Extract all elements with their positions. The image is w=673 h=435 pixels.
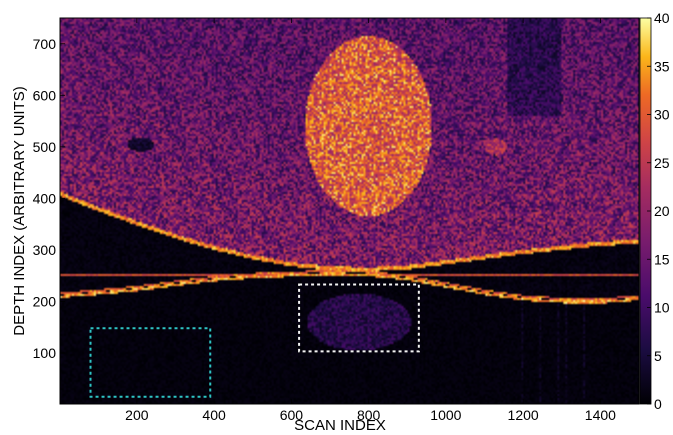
y-tick-label: 200 (33, 293, 57, 309)
x-axis-ticks: 200 400 600 800 1000 1200 1400 (125, 18, 616, 423)
y-tick-label: 100 (33, 345, 57, 361)
annotation-layer (89, 283, 420, 398)
annotation-box-2 (298, 283, 420, 353)
y-tick-label: 500 (33, 139, 57, 155)
colorbar-tick-label: 35 (654, 58, 670, 74)
colorbar-tick-label: 10 (654, 300, 670, 316)
annotation-box-1 (89, 327, 212, 398)
colorbar-tick-label: 0 (654, 396, 662, 412)
x-tick-label: 200 (125, 407, 149, 423)
x-axis-label: SCAN INDEX (294, 417, 386, 434)
colorbar: 0 5 10 15 20 25 30 35 40 (639, 10, 670, 412)
x-tick-label: 1200 (508, 407, 539, 423)
y-axis-ticks: 100 200 300 400 500 600 700 (33, 36, 65, 361)
colorbar-tick-label: 40 (654, 10, 670, 26)
x-tick-label: 1000 (430, 407, 461, 423)
x-tick-label: 1400 (585, 407, 616, 423)
x-tick-label: 600 (280, 407, 304, 423)
y-tick-label: 300 (33, 242, 57, 258)
colorbar-tick-label: 20 (654, 203, 670, 219)
x-tick-label: 800 (357, 407, 381, 423)
heatmap-image (60, 18, 639, 404)
plot-area (59, 17, 640, 405)
colorbar-tick-label: 15 (654, 251, 670, 267)
y-axis-label: DEPTH INDEX (ARBITRARY UNITS) (11, 86, 28, 335)
colorbar-tick-label: 25 (654, 155, 670, 171)
x-tick-label: 400 (202, 407, 226, 423)
plot-frame (59, 17, 640, 405)
y-tick-label: 400 (33, 190, 57, 206)
colorbar-ticks: 0 5 10 15 20 25 30 35 40 (647, 10, 670, 412)
y-tick-label: 700 (33, 36, 57, 52)
colorbar-tick-label: 5 (654, 348, 662, 364)
y-tick-label: 600 (33, 87, 57, 103)
colorbar-tick-label: 30 (654, 107, 670, 123)
